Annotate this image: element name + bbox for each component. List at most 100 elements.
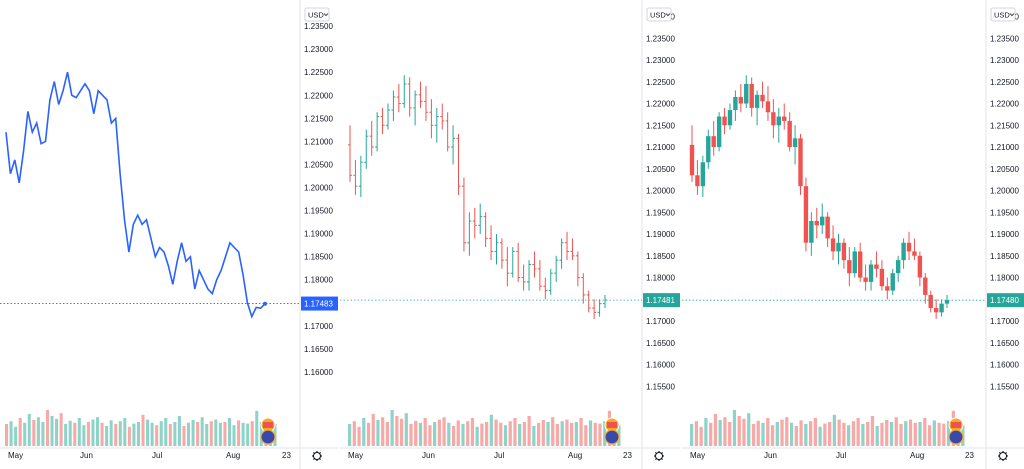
volume-bar	[555, 424, 560, 446]
ohlc-chart-svg[interactable]: 1.155001.160001.165001.170001.175001.180…	[340, 0, 680, 469]
ohlc-bar	[554, 255, 559, 282]
volume-bar	[551, 417, 555, 446]
volume-bar	[96, 417, 100, 446]
y-tick-label: 1.22000	[646, 100, 675, 109]
y-tick-label: 1.23000	[646, 56, 675, 65]
y-tick-label: 1.23500	[990, 34, 1019, 43]
volume-bar	[209, 421, 213, 446]
candle	[700, 155, 706, 198]
y-tick-label: 1.21000	[304, 137, 333, 146]
currency-dropdown[interactable]: USD	[990, 7, 1016, 22]
volume-bar	[808, 421, 813, 446]
currency-label: USD	[308, 11, 324, 20]
y-tick-label: 1.20500	[304, 160, 333, 169]
volume-bar	[570, 422, 574, 446]
y-tick-label: 1.22500	[990, 78, 1019, 87]
volume-bar	[132, 423, 136, 446]
volume-bar	[348, 424, 352, 446]
candle-body	[771, 112, 776, 126]
volume-bar	[141, 414, 145, 446]
y-tick-label: 1.20500	[990, 165, 1019, 174]
volume-bar	[690, 424, 694, 446]
settings-gear-icon[interactable]	[998, 451, 1008, 461]
y-tick-label: 1.20000	[646, 187, 675, 196]
currency-dropdown[interactable]: USD	[304, 7, 330, 22]
y-tick-label: 1.16500	[304, 345, 333, 354]
gear-tooth	[313, 452, 315, 454]
volume-bar	[366, 422, 371, 446]
line-chart-panel: 1.160001.165001.170001.175001.180001.185…	[0, 0, 338, 469]
candle	[716, 112, 722, 152]
volume-bar	[588, 420, 593, 446]
candle-body	[749, 83, 754, 108]
ohlc-bar	[494, 234, 499, 265]
flag-icon	[604, 417, 620, 445]
ohlc-bar	[565, 231, 570, 261]
candle	[809, 212, 814, 256]
volume-bar	[560, 421, 564, 446]
candle-body	[754, 94, 760, 108]
volume-bar	[114, 424, 118, 446]
volume-bar	[255, 410, 259, 446]
candle-body	[857, 251, 863, 278]
volume-bar	[799, 420, 803, 446]
candle	[928, 290, 933, 313]
volume-bar	[480, 423, 484, 446]
y-tick-label: 1.23000	[304, 45, 333, 54]
volume-bar	[494, 419, 498, 446]
ohlc-bar	[597, 299, 602, 317]
candle	[738, 83, 744, 113]
volume-bar	[442, 417, 446, 446]
candle	[727, 103, 733, 130]
ohlc-bar	[358, 155, 363, 198]
x-tick-label: May	[348, 451, 363, 460]
candle	[944, 294, 950, 308]
x-tick-label: Aug	[226, 451, 240, 460]
volume-bar	[574, 422, 578, 446]
volume-bar	[475, 426, 479, 446]
volume-bar	[205, 424, 209, 446]
volume-bar	[173, 422, 177, 446]
volume-bar	[508, 421, 512, 446]
y-tick-label: 1.23000	[990, 56, 1019, 65]
volume-bar	[804, 424, 808, 446]
price-label-box	[987, 293, 1024, 308]
settings-gear-icon[interactable]	[654, 451, 664, 461]
ohlc-bar	[559, 238, 564, 269]
settings-gear-icon[interactable]	[312, 451, 322, 461]
volume-bar	[357, 426, 361, 446]
ohlc-bar	[586, 290, 591, 313]
y-tick-label: 1.17000	[990, 317, 1019, 326]
ohlc-bar	[434, 107, 439, 143]
price-label: 1.17483	[304, 300, 333, 309]
volume-bar	[352, 421, 356, 446]
ohlc-bar	[445, 112, 450, 152]
candle	[711, 120, 716, 156]
volume-bar	[937, 422, 941, 446]
volume-bar	[527, 416, 531, 446]
volume-bar	[164, 418, 168, 446]
candle-body	[738, 97, 744, 104]
candle-body	[933, 307, 939, 313]
line-chart-svg[interactable]: 1.160001.165001.170001.175001.180001.185…	[0, 0, 338, 469]
volume-bar	[177, 416, 181, 446]
candle-body	[923, 277, 928, 295]
candlestick-chart-svg[interactable]: 1.155001.160001.165001.170001.175001.180…	[682, 0, 1024, 469]
ohlc-bar	[489, 225, 494, 261]
volume-bar	[390, 410, 394, 446]
y-tick-label: 1.18500	[990, 252, 1019, 261]
ohlc-bar	[510, 247, 515, 278]
candle	[803, 177, 809, 252]
volume-bar	[182, 426, 186, 446]
ohlc-bar	[418, 81, 423, 108]
y-tick-label: 1.16000	[990, 361, 1019, 370]
volume-bar	[770, 425, 775, 446]
y-tick-label: 1.17000	[304, 322, 333, 331]
candle-body	[744, 83, 749, 104]
y-tick-label: 1.15500	[646, 382, 675, 391]
candle	[706, 129, 711, 169]
flag-badge-2	[604, 429, 620, 445]
currency-dropdown[interactable]: USD	[646, 7, 672, 22]
volume-bar	[466, 421, 470, 446]
gear-tooth	[661, 452, 663, 454]
